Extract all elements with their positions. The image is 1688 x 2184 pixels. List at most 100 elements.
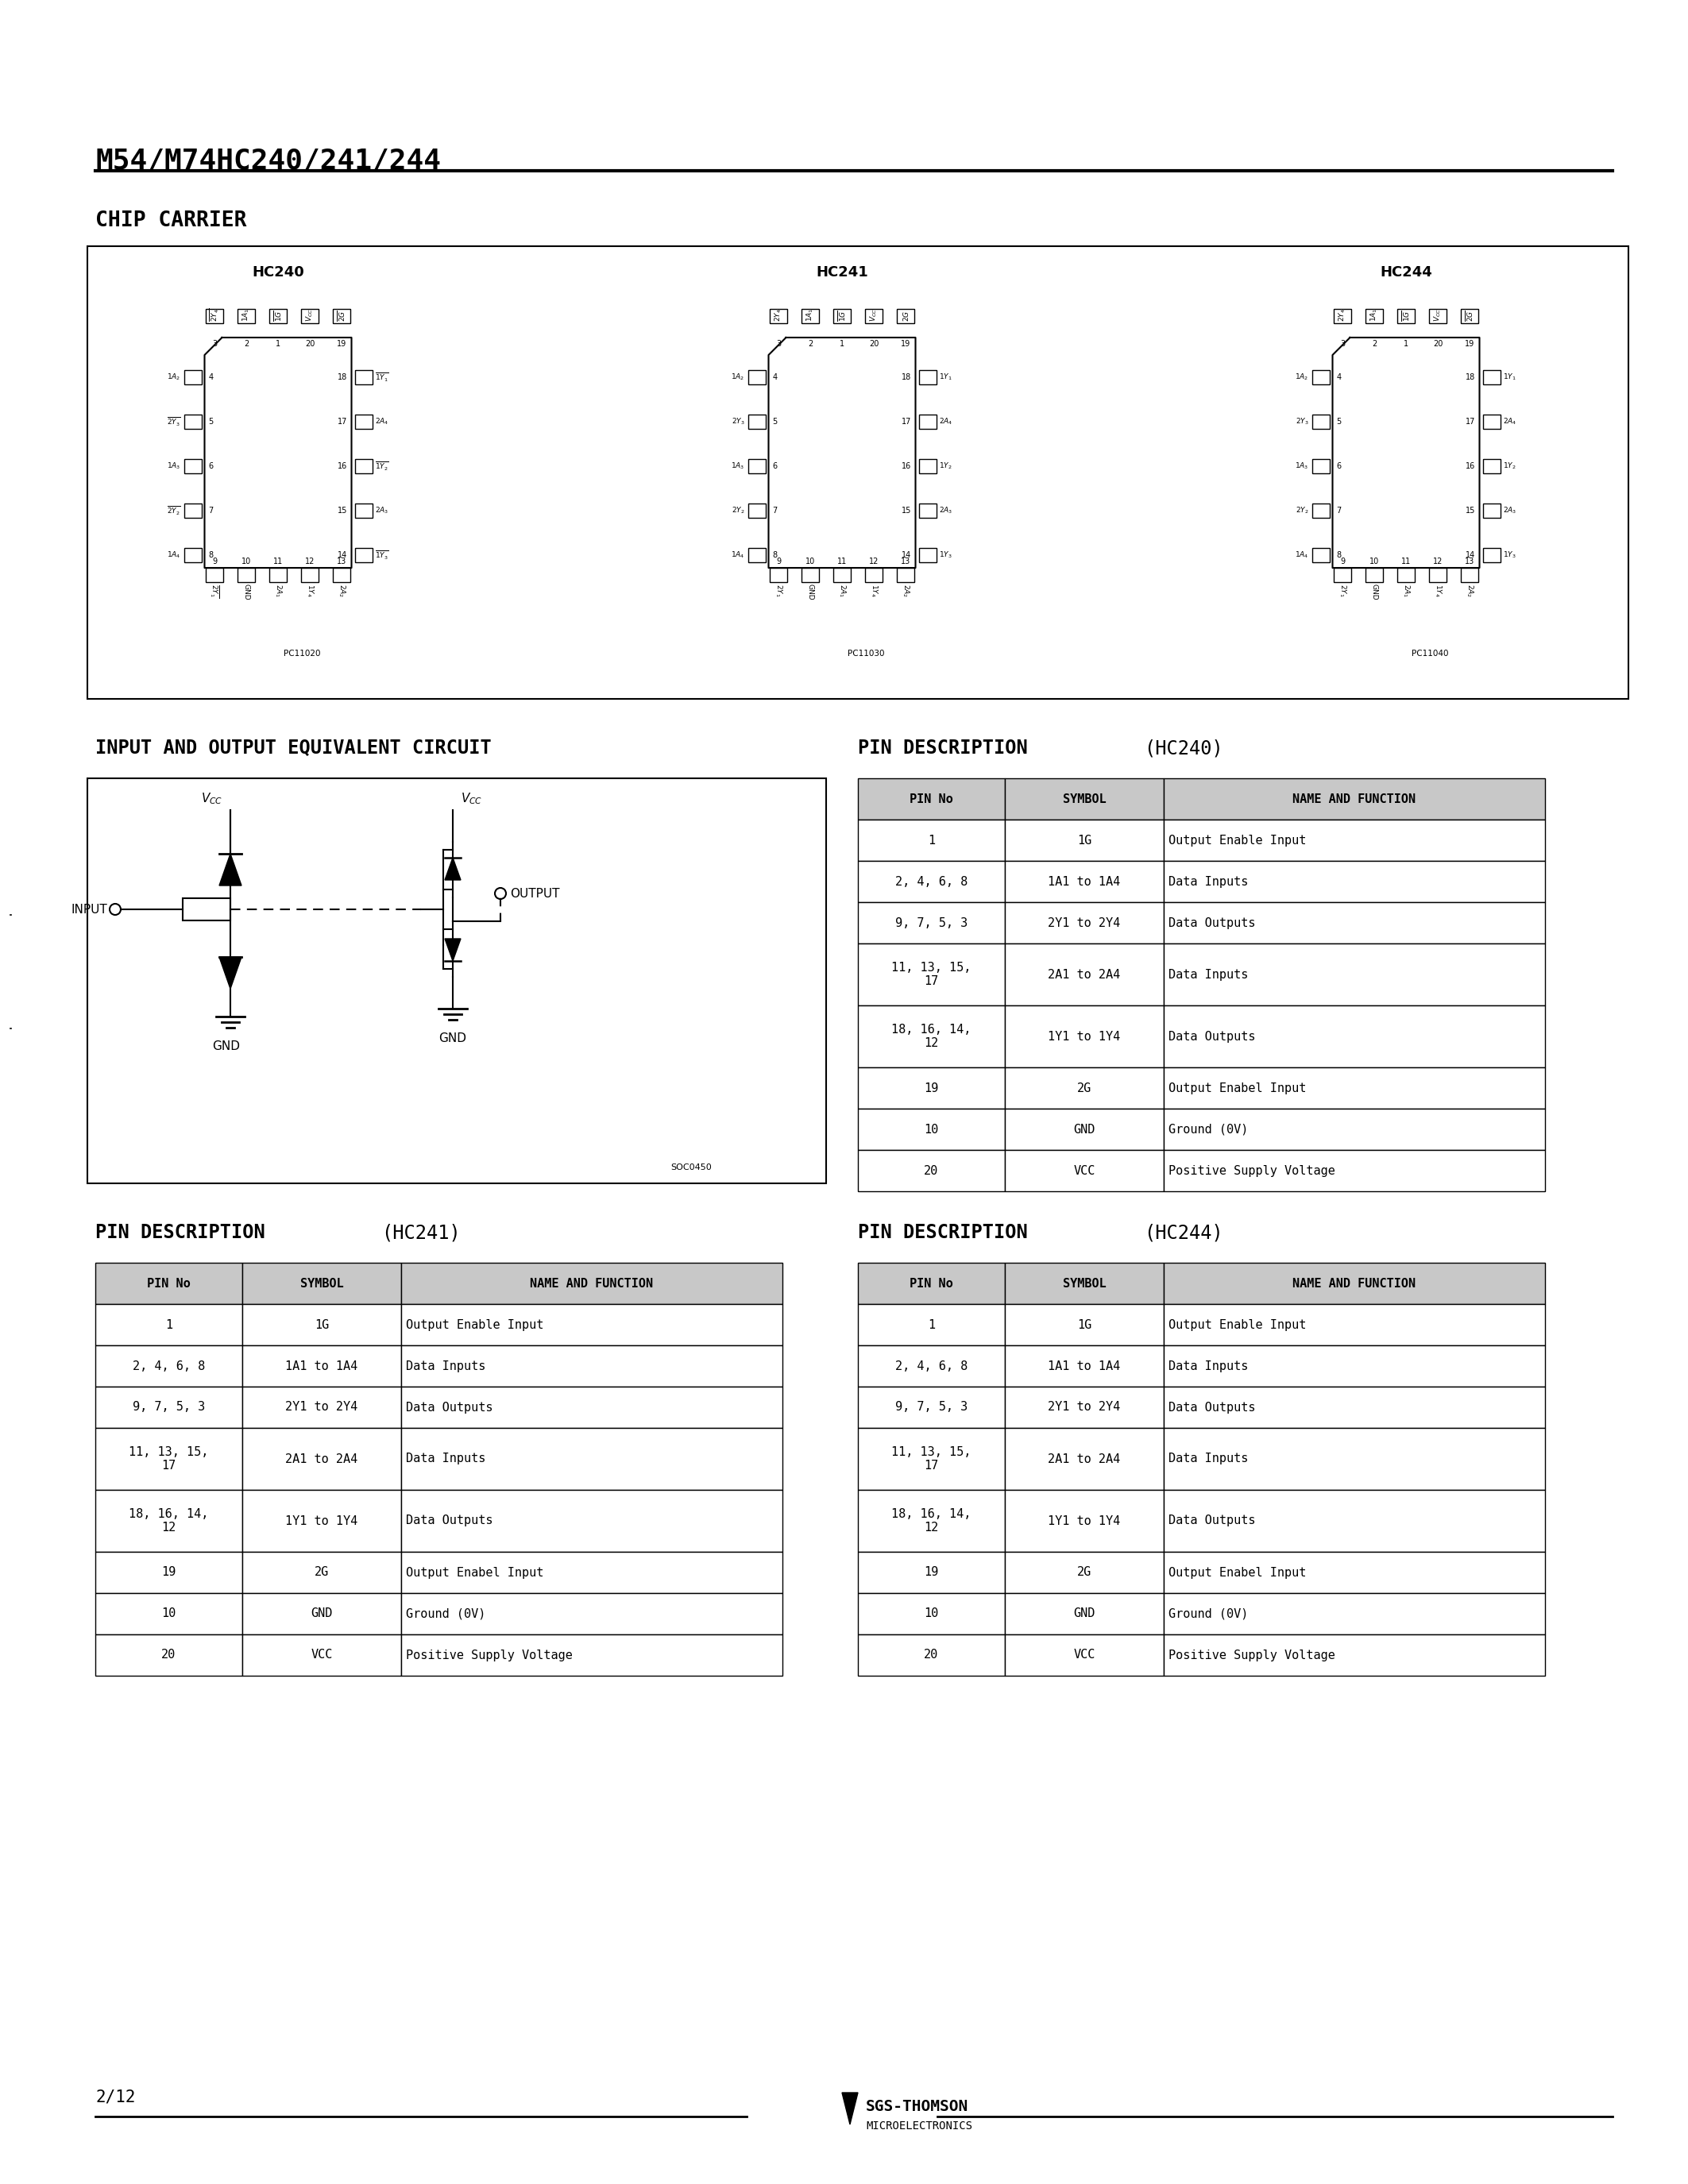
Bar <box>402 1387 783 1428</box>
Text: SYMBOL: SYMBOL <box>1062 1278 1106 1289</box>
Text: 7: 7 <box>1337 507 1342 515</box>
Text: $1Y_3$: $1Y_3$ <box>939 550 952 559</box>
Bar <box>354 415 371 428</box>
Text: $1A_2$: $1A_2$ <box>731 371 744 382</box>
Text: 7: 7 <box>209 507 213 515</box>
Bar <box>184 505 201 518</box>
Text: Output Enable Input: Output Enable Input <box>1168 834 1307 845</box>
Bar <box>1004 1592 1163 1634</box>
Bar <box>748 415 765 428</box>
Bar <box>1004 1262 1163 1304</box>
Text: 2G: 2G <box>314 1566 329 1579</box>
Text: Output Enable Input: Output Enable Input <box>1168 1319 1307 1330</box>
Bar <box>1163 1634 1545 1675</box>
Text: GND: GND <box>439 1033 466 1044</box>
Text: 20: 20 <box>869 341 879 347</box>
Text: 2A1 to 2A4: 2A1 to 2A4 <box>1048 968 1121 981</box>
Bar <box>864 568 883 583</box>
Text: 18, 16, 14,
12: 18, 16, 14, 12 <box>128 1507 209 1533</box>
Text: 5: 5 <box>209 417 213 426</box>
Text: 10: 10 <box>1369 557 1379 566</box>
Text: 14: 14 <box>338 550 348 559</box>
Bar <box>88 778 825 1184</box>
Bar <box>1004 1304 1163 1345</box>
Bar <box>95 1304 243 1345</box>
Text: PIN No: PIN No <box>910 1278 954 1289</box>
Text: 5: 5 <box>773 417 778 426</box>
Text: SOC0450: SOC0450 <box>670 1164 712 1171</box>
Bar <box>858 1634 1004 1675</box>
Text: Data Outputs: Data Outputs <box>405 1402 493 1413</box>
Text: PIN DESCRIPTION: PIN DESCRIPTION <box>95 1223 277 1243</box>
Bar <box>206 568 223 583</box>
Bar <box>1482 505 1501 518</box>
Bar <box>1004 778 1163 819</box>
Bar <box>858 1151 1004 1190</box>
Bar <box>95 1592 243 1634</box>
Text: VCC: VCC <box>1074 1649 1096 1662</box>
Bar <box>834 568 851 583</box>
Text: SYMBOL: SYMBOL <box>1062 793 1106 806</box>
Text: Data Outputs: Data Outputs <box>1168 917 1256 928</box>
Bar <box>1334 568 1350 583</box>
Text: 12: 12 <box>869 557 879 566</box>
Bar <box>858 902 1004 943</box>
Bar <box>858 1345 1004 1387</box>
Bar <box>1004 1387 1163 1428</box>
Bar <box>1163 1553 1545 1592</box>
Bar <box>184 369 201 384</box>
Text: $2Y_2$: $2Y_2$ <box>731 507 744 515</box>
Text: $2Y_3$: $2Y_3$ <box>1295 417 1308 426</box>
Text: 8: 8 <box>1337 550 1342 559</box>
Text: 1A1 to 1A4: 1A1 to 1A4 <box>1048 1361 1121 1372</box>
Text: HC244: HC244 <box>1379 264 1431 280</box>
Text: 2, 4, 6, 8: 2, 4, 6, 8 <box>133 1361 204 1372</box>
Text: 4: 4 <box>209 373 213 382</box>
Bar <box>243 1592 402 1634</box>
Bar <box>243 1553 402 1592</box>
Text: $1Y_4$: $1Y_4$ <box>306 583 314 596</box>
Bar <box>1004 819 1163 860</box>
Text: $\overline{1Y_3}$: $\overline{1Y_3}$ <box>375 548 390 561</box>
Text: Data Outputs: Data Outputs <box>405 1516 493 1527</box>
Text: $\overline{1G}$: $\overline{1G}$ <box>272 310 284 321</box>
Text: 8: 8 <box>773 550 778 559</box>
Bar <box>858 1592 1004 1634</box>
Text: Data Inputs: Data Inputs <box>1168 1361 1247 1372</box>
Bar <box>918 415 937 428</box>
Text: 20: 20 <box>306 341 314 347</box>
Text: 11, 13, 15,
17: 11, 13, 15, 17 <box>891 961 971 987</box>
Text: 18, 16, 14,
12: 18, 16, 14, 12 <box>891 1507 971 1533</box>
Bar <box>402 1553 783 1592</box>
Text: $1A_3$: $1A_3$ <box>1295 461 1308 472</box>
Bar <box>354 369 371 384</box>
Text: NAME AND FUNCTION: NAME AND FUNCTION <box>530 1278 653 1289</box>
Text: $2A_1$: $2A_1$ <box>837 583 847 598</box>
Text: 1G: 1G <box>1077 834 1092 845</box>
Text: 11: 11 <box>1401 557 1411 566</box>
Text: Data Inputs: Data Inputs <box>405 1452 486 1465</box>
Text: 2Y1 to 2Y4: 2Y1 to 2Y4 <box>285 1402 358 1413</box>
Bar <box>918 369 937 384</box>
Text: 17: 17 <box>1465 417 1475 426</box>
Text: $1A_3$: $1A_3$ <box>167 461 181 472</box>
Bar <box>1398 308 1415 323</box>
Bar <box>1004 1428 1163 1489</box>
Text: $\overline{2G}$: $\overline{2G}$ <box>1463 310 1475 321</box>
Text: 1: 1 <box>275 341 280 347</box>
Text: 4: 4 <box>1337 373 1342 382</box>
Bar <box>1163 1304 1545 1345</box>
Text: 2, 4, 6, 8: 2, 4, 6, 8 <box>895 876 967 887</box>
Text: 18: 18 <box>1465 373 1475 382</box>
Text: Output Enabel Input: Output Enabel Input <box>1168 1566 1307 1579</box>
Bar <box>858 1553 1004 1592</box>
Text: 19: 19 <box>162 1566 176 1579</box>
Text: 6: 6 <box>1337 463 1342 470</box>
Polygon shape <box>219 854 241 885</box>
Text: INPUT: INPUT <box>71 904 108 915</box>
Text: $V_{CC}$: $V_{CC}$ <box>1433 308 1443 321</box>
Text: $V_{CC}$: $V_{CC}$ <box>869 308 879 321</box>
Text: VCC: VCC <box>1074 1164 1096 1177</box>
Bar <box>206 308 223 323</box>
Bar <box>1004 1634 1163 1675</box>
